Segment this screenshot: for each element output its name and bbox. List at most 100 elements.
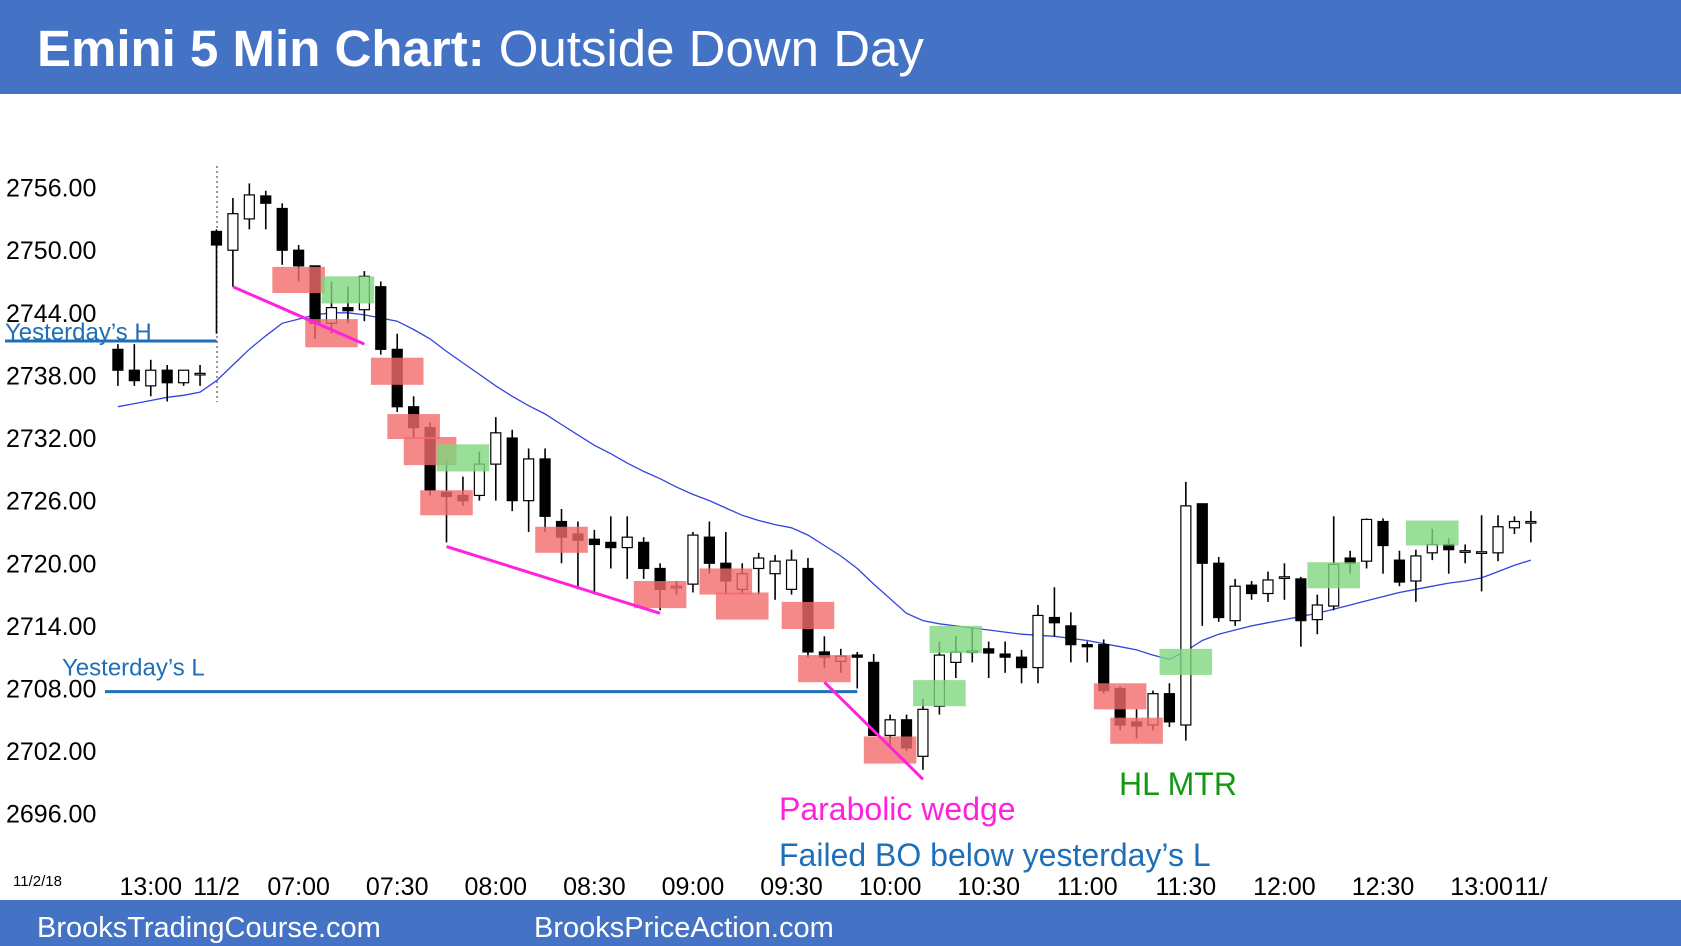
- header-bar: [0, 0, 1681, 94]
- candle-body: [851, 654, 863, 658]
- candle-body: [194, 372, 206, 376]
- hline-label: Yesterday’s H: [5, 319, 152, 346]
- plot: 2756.00 2750.00 2744.00 2738.00 2732.00 2726.…: [5, 175, 1547, 901]
- x-tick-label: 10:00: [859, 873, 922, 901]
- candle-body: [1213, 562, 1225, 619]
- x-tick-label: 11/: [1514, 873, 1547, 901]
- signal-highlight: [699, 568, 753, 595]
- wedge-line: [446, 545, 661, 615]
- signal-highlight: [1159, 648, 1213, 675]
- y-tick-label: 2708.00: [6, 675, 96, 703]
- x-tick-label: 10:30: [957, 873, 1020, 901]
- candle-body: [1065, 625, 1077, 646]
- footer-right: BrooksPriceAction.com: [534, 912, 834, 944]
- y-tick-label: 2726.00: [6, 488, 96, 516]
- candle-body: [1032, 614, 1044, 669]
- candle-body: [539, 458, 551, 517]
- candle-body: [1377, 520, 1389, 547]
- candle-body: [375, 286, 387, 350]
- x-tick-label: 11/2: [193, 873, 240, 901]
- candle-body: [145, 369, 157, 387]
- y-tick-label: 2732.00: [6, 425, 96, 453]
- signal-highlight: [1406, 520, 1459, 546]
- candle-body: [769, 560, 781, 575]
- signal-highlight: [633, 580, 687, 609]
- signal-highlight: [929, 625, 983, 653]
- title-sub: Outside Down Day: [499, 20, 925, 77]
- candle-body: [276, 207, 288, 251]
- candle-body: [950, 651, 962, 663]
- x-tick-label: 12:00: [1253, 873, 1316, 901]
- candle-body: [523, 458, 535, 502]
- candle-body: [293, 249, 305, 267]
- candle-body: [1492, 526, 1504, 554]
- candle-body: [506, 437, 518, 502]
- candle-body: [999, 653, 1011, 658]
- signal-highlight: [1093, 683, 1147, 710]
- x-tick-label: 08:30: [563, 873, 626, 901]
- x-tick-label: 07:30: [366, 873, 429, 901]
- y-tick-label: 2756.00: [6, 175, 96, 203]
- candle-body: [1410, 555, 1422, 582]
- candle-body: [1459, 550, 1471, 553]
- signal-highlight: [535, 526, 588, 553]
- candle-body: [1163, 693, 1176, 723]
- signal-highlight: [272, 266, 325, 293]
- signal-highlight: [1307, 562, 1361, 589]
- wedge-line: [823, 681, 925, 781]
- x-tick-label: 11:30: [1155, 873, 1216, 901]
- candle-body: [638, 541, 650, 570]
- candle-body: [1180, 505, 1192, 726]
- signal-highlight: [420, 490, 473, 516]
- footer-bar: [0, 900, 1681, 946]
- candle-body: [1475, 551, 1488, 554]
- wedge-line: [232, 285, 365, 346]
- y-tick-label: 2714.00: [6, 613, 96, 641]
- candle-body: [1081, 644, 1093, 648]
- candle-body: [1015, 656, 1028, 669]
- signal-highlight: [798, 655, 851, 683]
- candle-body: [243, 194, 255, 220]
- candle-body: [227, 213, 239, 251]
- candle-body: [1245, 584, 1258, 595]
- candle-body: [1525, 520, 1537, 524]
- candle-body: [1360, 518, 1373, 562]
- candle-body: [983, 648, 995, 654]
- candle-body: [868, 661, 880, 737]
- hline-label: Yesterday’s L: [62, 655, 205, 682]
- x-tick-label: 12:30: [1352, 873, 1415, 901]
- x-tick-label: 13:00: [1450, 873, 1513, 901]
- candle-body: [128, 369, 140, 382]
- candle-body: [621, 536, 633, 549]
- y-tick-label: 2744.00: [6, 300, 96, 328]
- chart-title: Emini 5 Min Chart: Outside Down Day: [37, 20, 924, 77]
- y-tick-label: 2720.00: [6, 550, 96, 578]
- candle-body: [1311, 604, 1323, 621]
- candle-body: [1426, 543, 1438, 554]
- signal-highlight: [863, 736, 917, 764]
- candle-body: [490, 432, 502, 465]
- y-tick-label: 2738.00: [6, 362, 96, 390]
- signal-highlight: [370, 357, 424, 385]
- y-tick-label: 2702.00: [6, 738, 96, 766]
- signal-highlight: [781, 601, 835, 629]
- candle-body: [1278, 576, 1291, 580]
- x-tick-label: 08:00: [465, 873, 528, 901]
- signal-highlight: [436, 444, 490, 472]
- candle-body: [884, 719, 896, 737]
- candle-body: [1393, 559, 1406, 583]
- date-label: 11/2/18: [13, 873, 62, 890]
- candle-body: [1295, 578, 1307, 622]
- x-tick-label: 09:00: [662, 873, 725, 901]
- candle-body: [785, 559, 798, 590]
- candle-body: [1229, 585, 1241, 622]
- candle-body: [210, 230, 223, 246]
- candle-body: [703, 536, 715, 564]
- x-tick-label: 07:00: [267, 873, 330, 901]
- y-tick-label: 2750.00: [6, 237, 96, 265]
- x-tick-label: 13:00: [119, 873, 182, 901]
- signal-highlight: [321, 276, 375, 304]
- candle-body: [753, 557, 765, 570]
